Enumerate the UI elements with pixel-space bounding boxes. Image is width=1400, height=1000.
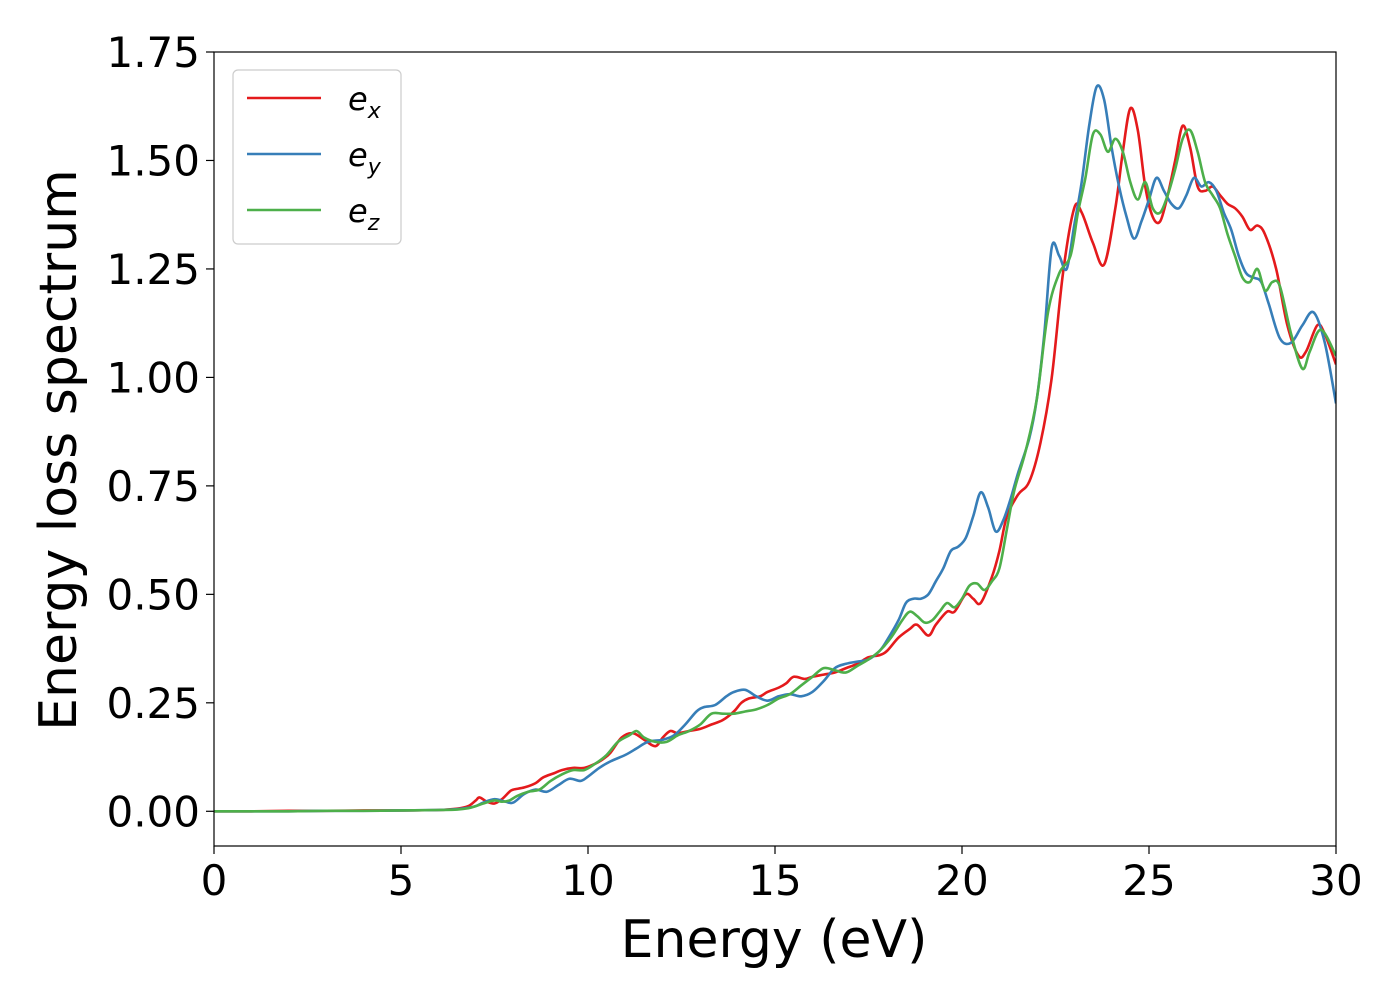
y-axis-ticks: 0.00 0.25 0.50 0.75 1.00 1.25 1.50 1.75 [106,28,214,836]
y-tick-label: 1.25 [106,245,200,294]
y-tick-label: 1.50 [106,136,200,185]
x-axis-label: Energy (eV) [621,910,928,970]
series-line-y [214,84,1336,813]
y-tick-label: 1.75 [106,28,200,77]
y-tick-label: 0.25 [106,679,200,728]
x-tick-label: 30 [1309,856,1362,905]
x-tick-label: 25 [1122,856,1175,905]
legend-entry-y: ey [247,136,382,180]
legend: ex ey ez [232,69,402,245]
legend-label: ex [348,80,382,124]
legend-label: ez [348,192,380,236]
legend-label: ey [348,136,382,180]
y-axis-label: Energy loss spectrum [29,169,89,731]
x-tick-label: 15 [748,856,801,905]
y-tick-label: 0.00 [106,787,200,836]
x-tick-label: 0 [201,856,228,905]
legend-entry-x: ex [247,80,382,124]
x-axis-ticks: 0 5 10 15 20 25 30 [201,846,1363,905]
y-tick-label: 1.00 [106,353,200,402]
series-line-z [214,128,1336,813]
x-tick-label: 20 [935,856,988,905]
legend-entry-z: ez [247,192,380,236]
x-tick-label: 5 [388,856,415,905]
legend-box [232,69,402,245]
series-line-x [214,106,1336,813]
x-tick-label: 10 [561,856,614,905]
y-tick-label: 0.50 [106,570,200,619]
y-tick-label: 0.75 [106,462,200,511]
series-layer [214,84,1336,813]
